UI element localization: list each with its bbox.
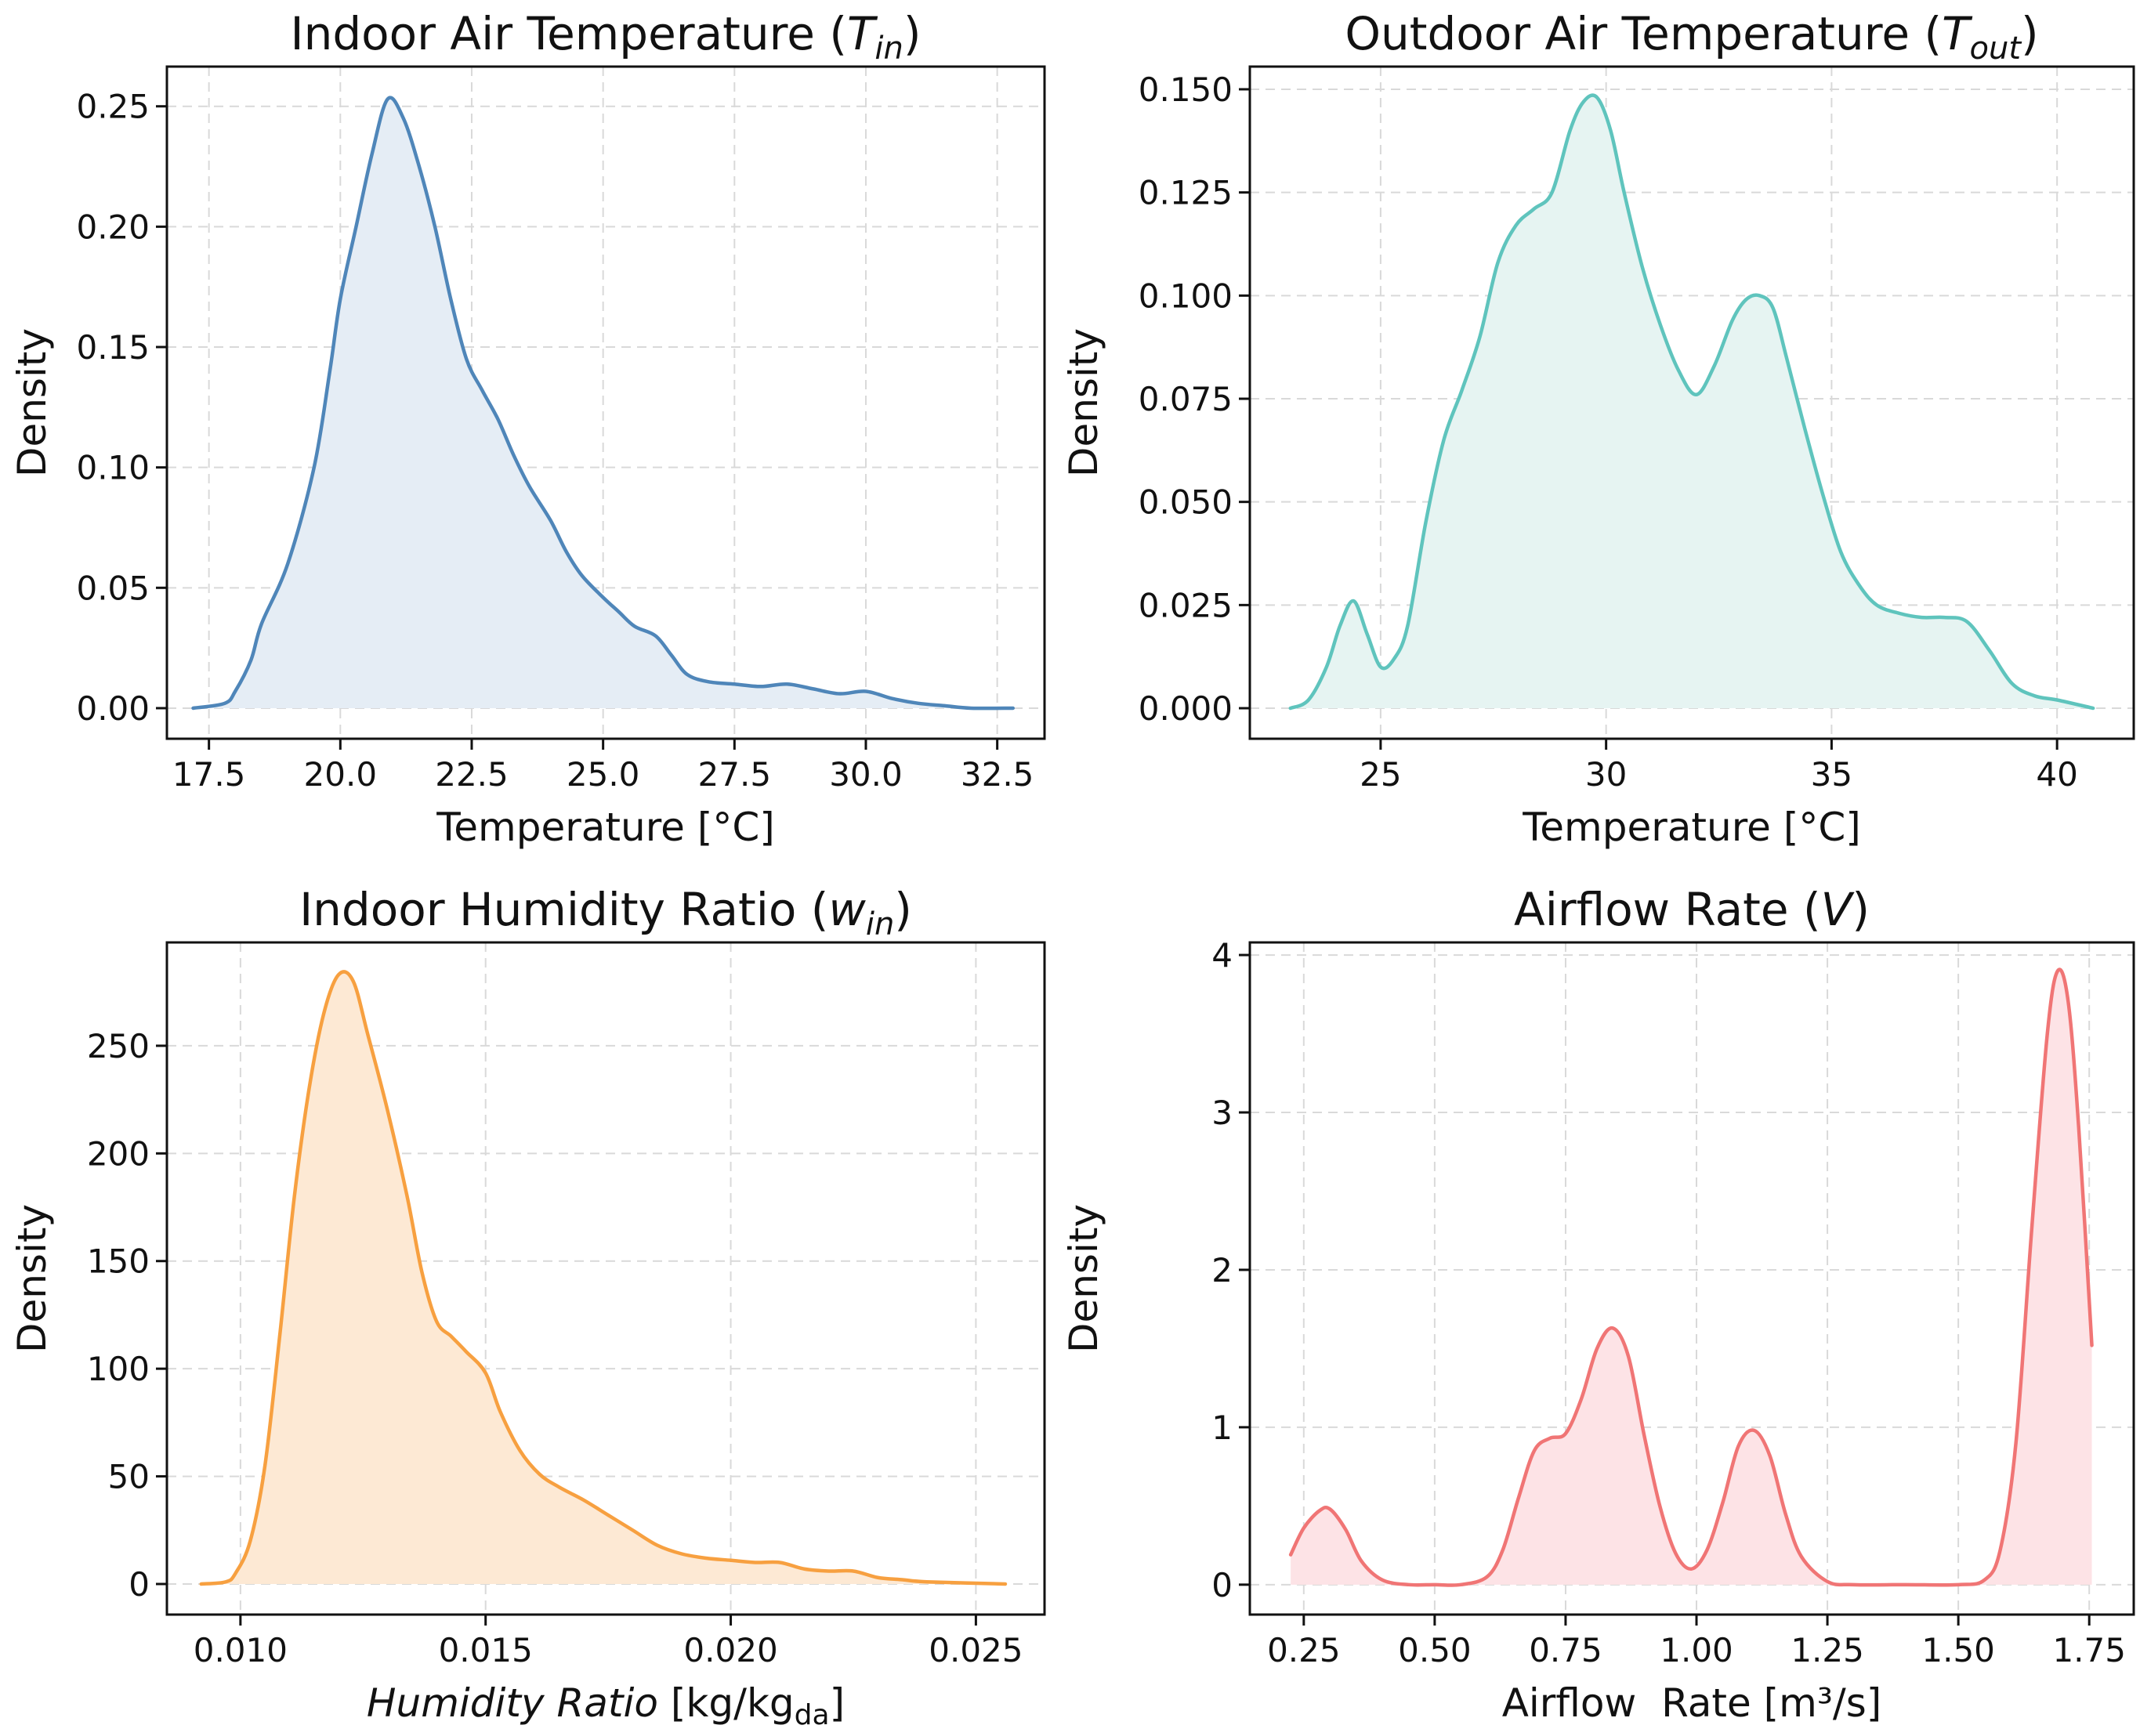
title-text: Indoor Air Temperature (: [290, 7, 846, 60]
title-variable: w: [828, 883, 866, 936]
x-tick-label: 35: [1811, 755, 1852, 794]
y-tick-label: 0.20: [76, 208, 150, 246]
panel-title: Indoor Air Temperature (Tin): [290, 7, 921, 67]
y-tick-label: 200: [87, 1134, 150, 1173]
y-tick-label: 0.100: [1139, 277, 1233, 315]
y-tick-label: 0: [1211, 1566, 1233, 1604]
x-axis-label: Humidity Ratio [kg/kgda]: [367, 1680, 845, 1731]
density-line: [1288, 93, 2095, 711]
x-tick-label: 32.5: [961, 755, 1034, 794]
x-tick-label: 17.5: [172, 755, 246, 794]
y-tick-label: 0.025: [1139, 586, 1233, 624]
panel-title: Airflow Rate (V): [1514, 883, 1870, 936]
title-text: Airflow Rate (: [1514, 883, 1821, 936]
panel-1: 17.5 20.0 22.5 25.0 27.5 30.0 32.5 0.00 0.05 0.10…: [9, 7, 1046, 850]
x-axis-label: Temperature [°C]: [436, 805, 775, 850]
x-axis-label: Airflow Rate [m³/s]: [1502, 1680, 1882, 1726]
x-tick-label: 22.5: [435, 755, 509, 794]
title-subscript: out: [1970, 31, 2022, 67]
x-tick-label: 1.50: [1921, 1631, 1995, 1669]
x-tick-label: 27.5: [698, 755, 772, 794]
density-fill: [201, 971, 1005, 1584]
y-axis-label: Density: [9, 1204, 55, 1353]
y-tick-label: 0.075: [1139, 380, 1233, 418]
title-close: ): [1852, 883, 1870, 936]
panel-2: 25 30 35 40 0.000 0.025 0.050 0.075 0.100 0.125 0.…: [1061, 7, 2135, 850]
y-axis-label: Density: [9, 328, 55, 477]
panel-4: 0.25 0.50 0.75 1.00 1.25 1.50 1.75 0 1 2 3 4 Airflow…: [1061, 883, 2135, 1726]
title-variable: V: [1821, 883, 1856, 936]
x-tick-label: 25.0: [567, 755, 640, 794]
axes-frame: [1248, 65, 2135, 740]
y-tick-label: 0: [129, 1565, 150, 1604]
panel-title: Outdoor Air Temperature (Tout): [1345, 7, 2038, 67]
y-axis-label: Density: [1061, 1204, 1106, 1353]
x-tick-label: 30: [1585, 755, 1627, 794]
y-tick-label: 0.125: [1139, 174, 1233, 212]
density-fill: [193, 97, 1013, 709]
y-tick-label: 0.05: [76, 569, 150, 607]
y-tick-label: 1: [1211, 1409, 1233, 1447]
title-text: Outdoor Air Temperature (: [1345, 7, 1942, 60]
x-axis-label-italic: Humidity Ratio: [367, 1680, 658, 1726]
x-axis-label: Temperature [°C]: [1522, 805, 1861, 850]
x-tick-label: 1.75: [2052, 1631, 2126, 1669]
x-tick-label: 0.015: [439, 1631, 533, 1669]
title-close: ): [903, 7, 922, 60]
density-line: [191, 96, 1016, 711]
x-axis-label-subscript: da: [795, 1699, 830, 1731]
axes-frame: [1248, 941, 2135, 1616]
grid: [1250, 942, 2134, 1615]
x-tick-label: 0.010: [194, 1631, 288, 1669]
axes-frame: [165, 941, 1046, 1616]
title-close: ): [2021, 7, 2039, 60]
x-tick-label: 0.75: [1529, 1631, 1602, 1669]
x-axis-label-close: ]: [830, 1680, 845, 1726]
y-tick-label: 100: [87, 1350, 150, 1388]
title-subscript: in: [874, 31, 903, 67]
y-tick-label: 3: [1211, 1094, 1233, 1132]
panels: 17.5 20.0 22.5 25.0 27.5 30.0 32.5 0.00 0.05 0.10…: [9, 7, 2135, 1731]
title-close: ): [894, 883, 912, 936]
y-tick-label: 0.000: [1139, 689, 1233, 728]
y-tick-label: 0.10: [76, 449, 150, 487]
title-text: Indoor Humidity Ratio (: [299, 883, 828, 936]
density-line: [199, 970, 1008, 1586]
x-tick-label: 20.0: [304, 755, 378, 794]
density-line: [1288, 967, 2094, 1587]
y-tick-label: 0.15: [76, 328, 150, 367]
panel-title: Indoor Humidity Ratio (win): [299, 883, 912, 942]
y-tick-label: 4: [1211, 936, 1233, 975]
y-tick-label: 50: [108, 1458, 150, 1496]
x-tick-label: 1.25: [1791, 1631, 1864, 1669]
x-tick-label: 0.020: [683, 1631, 777, 1669]
y-tick-label: 0.25: [76, 88, 150, 126]
y-tick-label: 150: [87, 1242, 150, 1281]
x-tick-label: 25: [1360, 755, 1401, 794]
y-tick-label: 250: [87, 1027, 150, 1065]
y-tick-label: 0.00: [76, 689, 150, 728]
y-axis-label: Density: [1061, 328, 1106, 477]
axes-frame: [165, 65, 1046, 740]
density-fill: [1291, 969, 2092, 1586]
x-tick-label: 30.0: [829, 755, 903, 794]
y-tick-label: 0.150: [1139, 71, 1233, 109]
x-tick-label: 1.00: [1660, 1631, 1733, 1669]
title-variable: T: [847, 7, 878, 60]
title-variable: T: [1942, 7, 1973, 60]
x-tick-label: 40: [2036, 755, 2077, 794]
y-tick-label: 0.050: [1139, 483, 1233, 522]
x-tick-label: 0.25: [1267, 1631, 1341, 1669]
x-tick-label: 0.50: [1398, 1631, 1472, 1669]
title-subscript: in: [866, 906, 894, 942]
y-tick-label: 2: [1211, 1251, 1233, 1289]
x-axis-label-text: [kg/kg: [658, 1680, 795, 1726]
density-fill: [1290, 95, 2094, 709]
x-tick-label: 0.025: [929, 1631, 1023, 1669]
panel-3: 0.010 0.015 0.020 0.025 0 50 100 150 200 250 Indoo…: [9, 883, 1046, 1731]
